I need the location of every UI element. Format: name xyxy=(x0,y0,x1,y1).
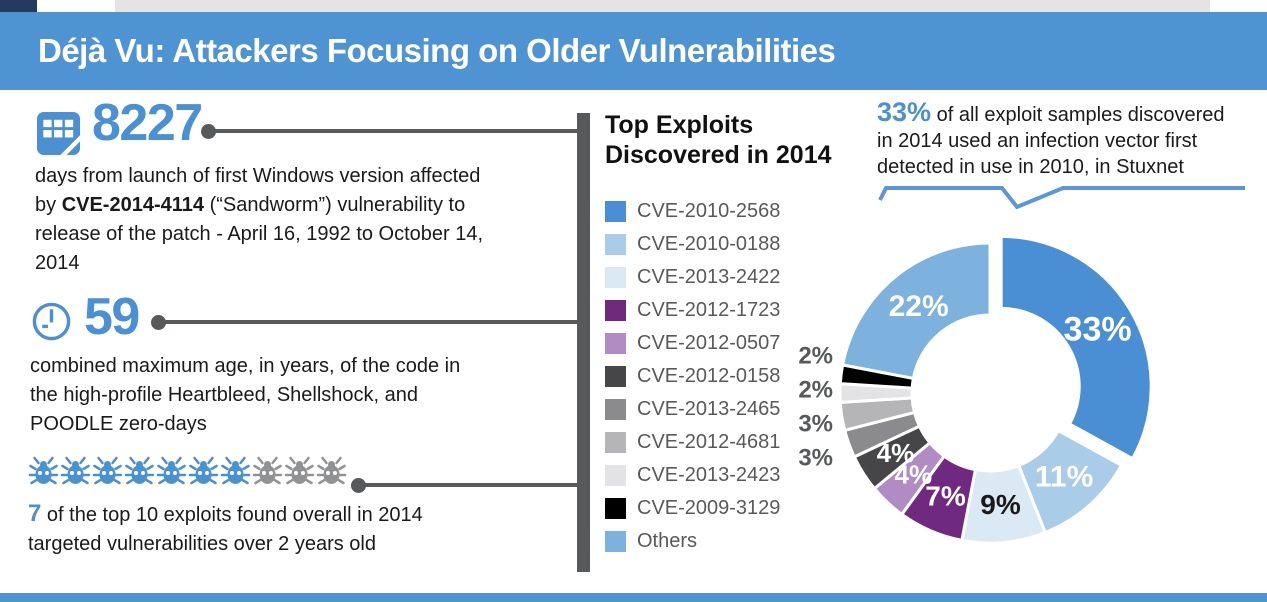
stat-text-exploits: 7 of the top 10 exploits found overall i… xyxy=(28,499,558,559)
legend-label: Others xyxy=(637,530,698,552)
annotation-highlight: 33% xyxy=(877,97,932,127)
bug-icon xyxy=(252,456,283,491)
connector-line xyxy=(158,320,577,324)
slice-percentage-label: 2% xyxy=(798,343,833,370)
legend-item: CVE-2010-2568 xyxy=(605,195,845,228)
bug-icon xyxy=(124,456,155,491)
legend-item: CVE-2010-0188 xyxy=(605,228,845,261)
slice-percentage-label: 22% xyxy=(889,290,949,323)
legend-swatch xyxy=(605,234,626,255)
stat-text-segment: (“Sandworm”) vulnerability to release of… xyxy=(35,194,484,274)
slice-percentage-label: 33% xyxy=(1064,310,1132,348)
bug-icon xyxy=(284,456,315,491)
legend-label: CVE-2010-2568 xyxy=(637,200,781,222)
calendar-icon xyxy=(35,110,84,162)
bug-icons-row xyxy=(28,456,347,491)
legend-swatch xyxy=(605,531,626,552)
stat-text-years: combined maximum age, in years, of the c… xyxy=(30,352,560,439)
legend-swatch xyxy=(605,498,626,519)
legend-swatch xyxy=(605,300,626,321)
stat-number-years: 59 xyxy=(84,288,140,346)
page-title: Déjà Vu: Attackers Focusing on Older Vul… xyxy=(38,32,836,69)
callout-line xyxy=(878,186,1245,210)
legend-item: Others xyxy=(605,525,845,558)
slice-percentage-label: 4% xyxy=(877,438,915,468)
bug-icon xyxy=(28,456,59,491)
bug-icon xyxy=(156,456,187,491)
stat-text-segment: 7 xyxy=(28,500,42,527)
donut-chart: 33%11%9%7%4%4%3%3%2%2%22% xyxy=(798,234,1153,545)
bug-icon xyxy=(316,456,347,491)
footer-bar xyxy=(0,593,1267,602)
stat-text-segment: CVE-2014-4114 xyxy=(61,194,205,216)
chart-legend: Top Exploits Discovered in 2014 CVE-2010… xyxy=(605,110,845,558)
connector-line xyxy=(358,483,577,487)
clock-icon xyxy=(30,300,73,348)
legend-label: CVE-2013-2423 xyxy=(637,464,781,486)
stat-number-days: 8227 xyxy=(92,94,203,152)
legend-label: CVE-2012-4681 xyxy=(637,431,781,453)
legend-swatch xyxy=(605,201,626,222)
legend-item: CVE-2013-2422 xyxy=(605,261,845,294)
top-left-navy-block xyxy=(0,0,37,12)
section-divider-bar xyxy=(577,113,590,572)
legend-item: CVE-2009-3129 xyxy=(605,492,845,525)
legend-item: CVE-2012-0158 xyxy=(605,360,845,393)
slice-percentage-label: 11% xyxy=(1035,461,1093,494)
bug-icon xyxy=(92,456,123,491)
slice-percentage-label: 4% xyxy=(895,460,933,490)
legend-item: CVE-2013-2465 xyxy=(605,393,845,426)
legend-swatch xyxy=(605,399,626,420)
bug-icon xyxy=(60,456,91,491)
legend-swatch xyxy=(605,465,626,486)
slice-percentage-label: 2% xyxy=(798,377,833,404)
legend-item: CVE-2012-1723 xyxy=(605,294,845,327)
legend-title: Top Exploits Discovered in 2014 xyxy=(605,111,832,169)
legend-swatch xyxy=(605,432,626,453)
annotation-text: of all exploit samples discovered in 201… xyxy=(877,104,1225,178)
legend-label: CVE-2013-2465 xyxy=(637,398,781,420)
legend-item: CVE-2012-4681 xyxy=(605,426,845,459)
stat-text-segment: combined maximum age, in years, of the c… xyxy=(30,355,461,435)
slice-percentage-label: 3% xyxy=(798,411,833,438)
slice-percentage-label: 9% xyxy=(980,489,1021,520)
donut-slice-CVE-2010-2568 xyxy=(999,234,1153,461)
legend-swatch xyxy=(605,366,626,387)
legend-item: CVE-2012-0507 xyxy=(605,327,845,360)
chart-annotation: 33% of all exploit samples discovered in… xyxy=(877,99,1249,180)
legend-label: CVE-2009-3129 xyxy=(637,497,781,519)
legend-label: CVE-2012-0158 xyxy=(637,365,781,387)
legend-label: CVE-2012-0507 xyxy=(637,332,781,354)
legend-label: CVE-2012-1723 xyxy=(637,299,781,321)
stat-text-segment: of the top 10 exploits found overall in … xyxy=(28,504,423,555)
donut-slice-Others xyxy=(840,241,992,381)
bug-icon xyxy=(220,456,251,491)
legend-label: CVE-2013-2422 xyxy=(637,266,781,288)
legend-item: CVE-2013-2423 xyxy=(605,459,845,492)
legend-swatch xyxy=(605,267,626,288)
stat-text-segment: days from launch of first Windows versio… xyxy=(35,165,481,216)
top-gray-strip xyxy=(115,0,1210,12)
title-bar: Déjà Vu: Attackers Focusing on Older Vul… xyxy=(0,12,1267,90)
bug-icon xyxy=(188,456,219,491)
legend-label: CVE-2010-0188 xyxy=(637,233,781,255)
connector-line xyxy=(208,129,577,133)
legend-swatch xyxy=(605,333,626,354)
legend-list: CVE-2010-2568 CVE-2010-0188 CVE-2013-2422 C… xyxy=(605,195,845,558)
slice-percentage-label: 7% xyxy=(925,480,966,511)
slice-percentage-label: 3% xyxy=(798,445,833,472)
stat-text-days: days from launch of first Windows versio… xyxy=(35,162,570,278)
